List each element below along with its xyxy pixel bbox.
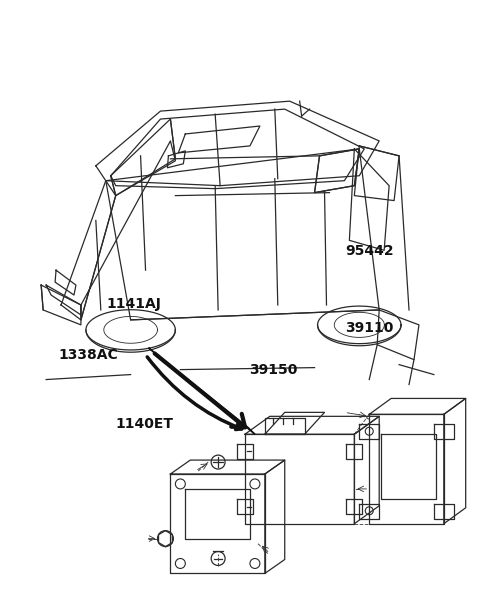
FancyArrowPatch shape: [155, 353, 245, 428]
Text: 1140ET: 1140ET: [116, 417, 174, 431]
Text: 1338AC: 1338AC: [59, 349, 119, 362]
Text: 95442: 95442: [345, 244, 394, 257]
Text: 39150: 39150: [250, 364, 298, 377]
Text: 39110: 39110: [345, 321, 394, 335]
Text: 1141AJ: 1141AJ: [107, 297, 161, 312]
Polygon shape: [148, 348, 255, 434]
